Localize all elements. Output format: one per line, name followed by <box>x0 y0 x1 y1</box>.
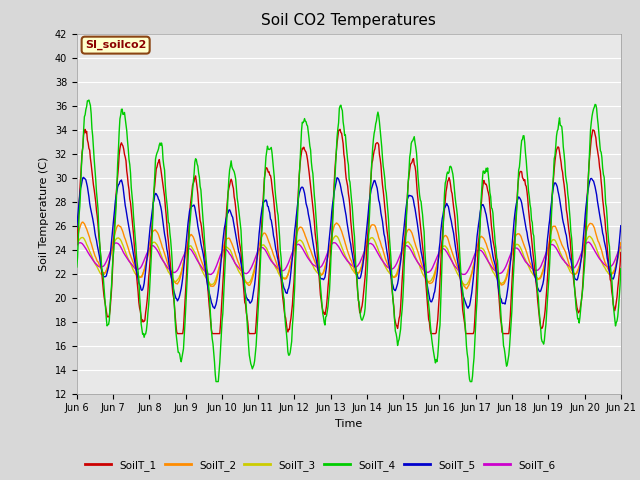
SoilT_2 <box>431 269 439 275</box>
SoilT_1 <box>336 126 344 132</box>
SoilT_2 <box>73 238 81 244</box>
SoilT_1 <box>417 222 424 228</box>
SoilT_4 <box>433 357 440 362</box>
SoilT_5 <box>84 184 92 190</box>
SoilT_1 <box>433 330 440 336</box>
SoilT_3 <box>73 243 81 249</box>
SoilT_5 <box>433 276 440 282</box>
Legend: SoilT_1, SoilT_2, SoilT_3, SoilT_4, SoilT_5, SoilT_6: SoilT_1, SoilT_2, SoilT_3, SoilT_4, Soil… <box>81 456 559 475</box>
SoilT_3 <box>462 282 470 288</box>
SoilT_5 <box>195 227 202 233</box>
SoilT_5 <box>140 284 147 290</box>
SoilT_3 <box>416 263 424 268</box>
SoilT_2 <box>195 251 202 256</box>
SoilT_6 <box>139 261 147 267</box>
SoilT_5 <box>73 224 81 230</box>
SoilT_1 <box>83 129 90 134</box>
Line: SoilT_5: SoilT_5 <box>77 178 621 309</box>
SoilT_6 <box>431 260 438 265</box>
SoilT_6 <box>73 243 81 249</box>
X-axis label: Time: Time <box>335 419 362 429</box>
SoilT_2 <box>140 269 147 275</box>
SoilT_2 <box>416 255 424 261</box>
SoilT_3 <box>332 233 339 239</box>
SoilT_2 <box>84 228 92 234</box>
Line: SoilT_1: SoilT_1 <box>77 129 621 334</box>
SoilT_6 <box>223 247 230 253</box>
Line: SoilT_3: SoilT_3 <box>77 236 621 285</box>
SoilT_3 <box>223 244 230 250</box>
SoilT_2 <box>79 219 86 225</box>
SoilT_6 <box>460 272 468 277</box>
SoilT_6 <box>617 243 625 249</box>
SoilT_2 <box>223 236 231 241</box>
SoilT_4 <box>195 170 202 176</box>
Y-axis label: Soil Temperature (C): Soil Temperature (C) <box>39 156 49 271</box>
SoilT_3 <box>194 257 202 263</box>
SoilT_5 <box>417 243 424 249</box>
SoilT_6 <box>83 247 90 253</box>
SoilT_6 <box>415 261 422 266</box>
Line: SoilT_4: SoilT_4 <box>77 100 621 382</box>
SoilT_5 <box>80 175 88 180</box>
SoilT_3 <box>431 267 439 273</box>
SoilT_4 <box>617 266 625 272</box>
Title: Soil CO2 Temperatures: Soil CO2 Temperatures <box>261 13 436 28</box>
SoilT_3 <box>139 272 147 277</box>
SoilT_1 <box>173 331 181 336</box>
SoilT_2 <box>463 286 470 292</box>
SoilT_4 <box>140 331 147 336</box>
SoilT_3 <box>617 244 625 250</box>
SoilT_3 <box>83 241 90 247</box>
SoilT_2 <box>617 240 625 245</box>
SoilT_4 <box>85 97 93 103</box>
SoilT_4 <box>73 264 81 270</box>
SoilT_5 <box>224 210 232 216</box>
SoilT_4 <box>224 189 232 194</box>
Line: SoilT_6: SoilT_6 <box>77 242 621 275</box>
SoilT_4 <box>417 197 424 203</box>
SoilT_6 <box>584 239 592 245</box>
SoilT_1 <box>223 198 231 204</box>
SoilT_1 <box>195 202 202 207</box>
SoilT_4 <box>212 379 220 384</box>
Line: SoilT_2: SoilT_2 <box>77 222 621 289</box>
SoilT_1 <box>73 241 81 247</box>
SoilT_1 <box>617 250 625 255</box>
Text: SI_soilco2: SI_soilco2 <box>85 40 147 50</box>
SoilT_5 <box>617 223 625 228</box>
SoilT_6 <box>194 258 202 264</box>
SoilT_5 <box>211 306 218 312</box>
SoilT_4 <box>83 104 90 109</box>
SoilT_1 <box>139 317 147 323</box>
